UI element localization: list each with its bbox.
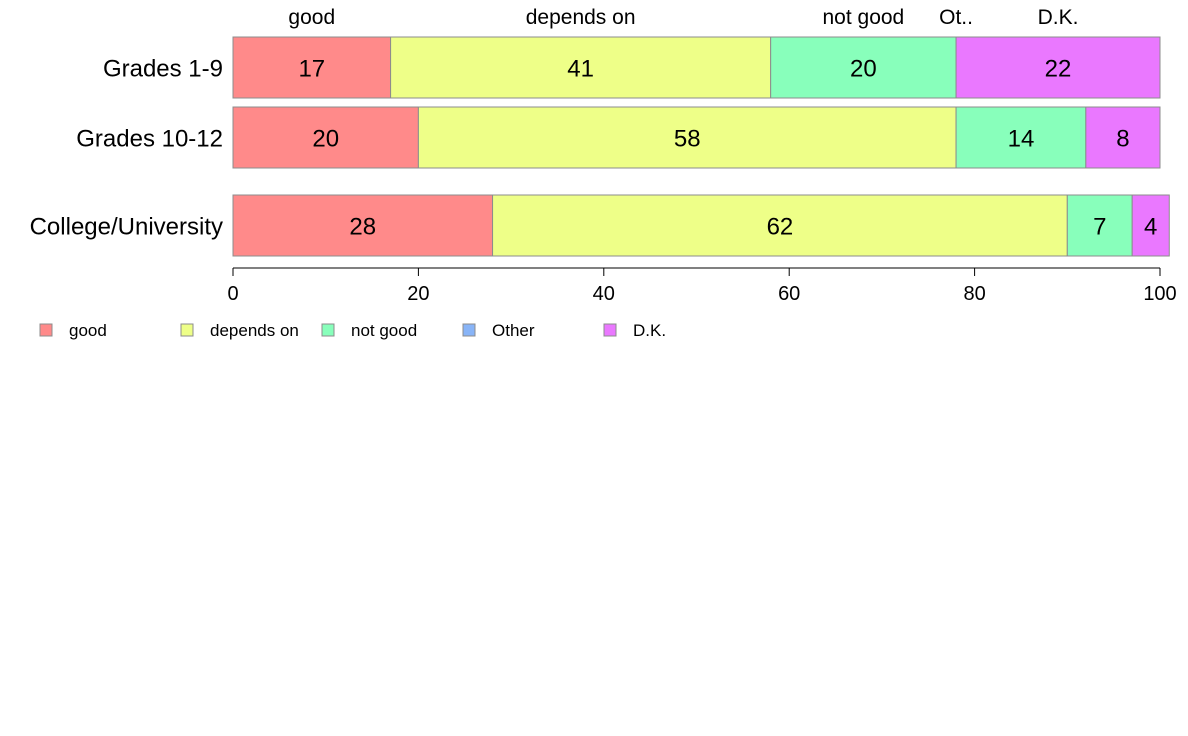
- x-tick-label: 60: [778, 283, 800, 305]
- bar-segment: [955, 106, 1087, 169]
- bar-row: 28 62 7 4: [232, 194, 1170, 257]
- data-label: 8: [1116, 126, 1129, 153]
- top-category-labels: good depends on not good Ot.. D.K.: [288, 6, 1078, 29]
- top-series-label: Ot..: [939, 6, 973, 29]
- legend: good depends on not good Other D.K.: [39, 321, 666, 340]
- bar-segment: [955, 36, 1161, 99]
- y-axis-labels: Grades 1-9 Grades 10-12 College/University: [30, 56, 223, 241]
- data-label: 17: [298, 56, 325, 83]
- data-label: 62: [767, 214, 794, 241]
- data-label: 41: [567, 56, 594, 83]
- legend-swatch: [462, 323, 476, 337]
- bar-segment: [770, 36, 957, 99]
- data-label: 58: [674, 126, 701, 153]
- data-label: 20: [312, 126, 339, 153]
- bar-segment: [232, 194, 494, 257]
- legend-label: depends on: [210, 321, 299, 340]
- bar-segment: [232, 106, 419, 169]
- bar-segment: [390, 36, 772, 99]
- legend-item: not good: [321, 321, 417, 340]
- top-series-label: good: [288, 6, 335, 29]
- category-label: College/University: [30, 214, 223, 241]
- data-label: 4: [1144, 214, 1157, 241]
- bars: 17 41 20 22 20 58 14 8 28 62 7 4: [232, 36, 1170, 257]
- legend-label: D.K.: [633, 321, 666, 340]
- legend-label: good: [69, 321, 107, 340]
- legend-swatch: [39, 323, 53, 337]
- top-series-label: not good: [822, 6, 904, 29]
- legend-label: Other: [492, 321, 535, 340]
- legend-item: depends on: [180, 321, 299, 340]
- category-label: Grades 10-12: [76, 126, 223, 153]
- data-label: 28: [349, 214, 376, 241]
- legend-swatch: [603, 323, 617, 337]
- legend-item: D.K.: [603, 321, 666, 340]
- bar-segment: [232, 36, 392, 99]
- bar-segment: [492, 194, 1068, 257]
- data-label: 20: [850, 56, 877, 83]
- category-label: Grades 1-9: [103, 56, 223, 83]
- x-tick-label: 80: [963, 283, 985, 305]
- top-series-label: depends on: [526, 6, 636, 29]
- bar-row: 17 41 20 22: [232, 36, 1161, 99]
- bar-segment: [1131, 194, 1170, 257]
- bar-segment: [1085, 106, 1161, 169]
- top-series-label: D.K.: [1038, 6, 1079, 29]
- legend-label: not good: [351, 321, 417, 340]
- legend-swatch: [321, 323, 335, 337]
- data-label: 22: [1045, 56, 1072, 83]
- data-label: 7: [1093, 214, 1106, 241]
- legend-swatch: [180, 323, 194, 337]
- x-tick-label: 20: [407, 283, 429, 305]
- bar-row: 20 58 14 8: [232, 106, 1161, 169]
- x-axis: 0 20 40 60 80 100: [227, 267, 1177, 305]
- legend-item: Other: [462, 321, 535, 340]
- data-label: 14: [1008, 126, 1035, 153]
- x-tick-label: 0: [227, 283, 238, 305]
- legend-item: good: [39, 321, 107, 340]
- x-tick-label: 100: [1143, 283, 1176, 305]
- x-tick-label: 40: [593, 283, 615, 305]
- bar-segment: [417, 106, 957, 169]
